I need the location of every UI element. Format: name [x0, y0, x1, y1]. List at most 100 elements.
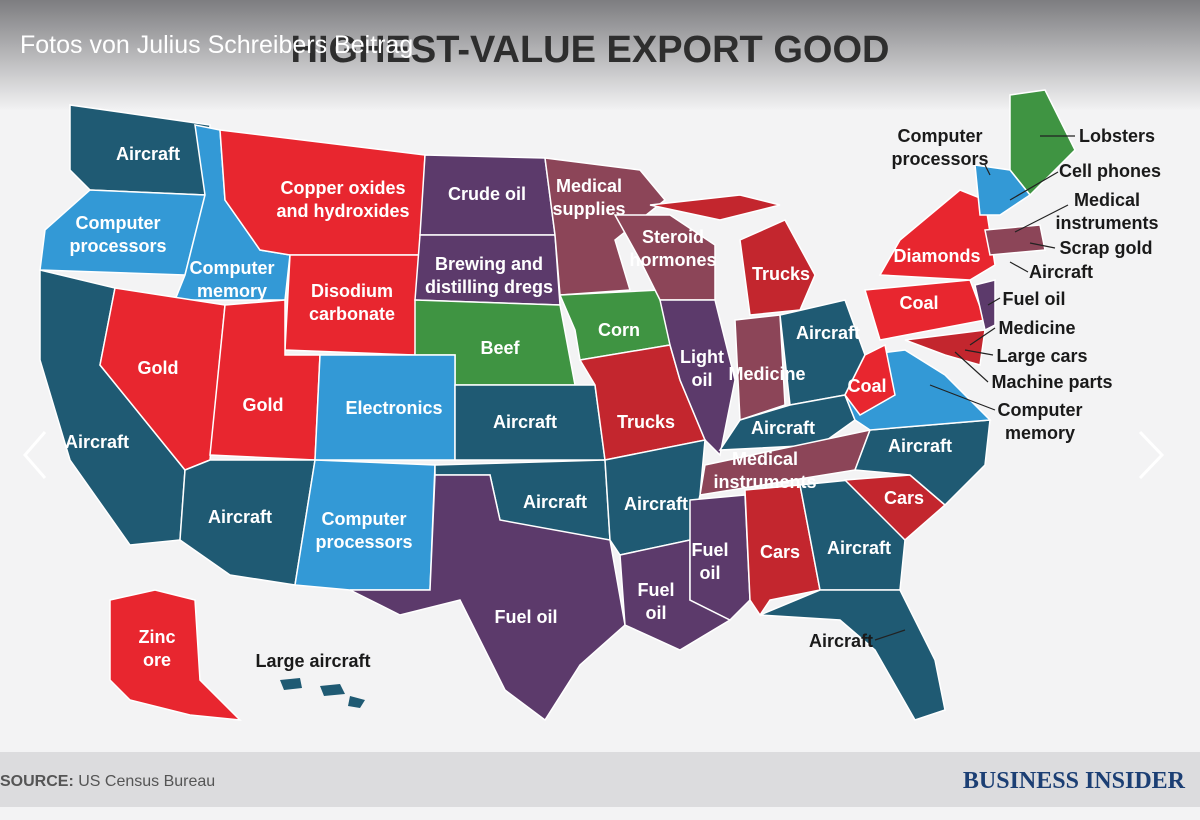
state-label: Medical [1074, 190, 1140, 210]
state-label: Trucks [617, 412, 675, 432]
state-label: Computer [998, 400, 1083, 420]
state-label: Aircraft [1029, 262, 1093, 282]
state-label: and hydroxides [276, 201, 409, 221]
state-label: Steroid [642, 227, 704, 247]
state [659, 299, 736, 457]
state-label: Lobsters [1079, 126, 1155, 146]
state [39, 189, 206, 276]
state-label: Large cars [996, 346, 1087, 366]
footer-band [0, 752, 1200, 807]
state-label: Cell phones [1059, 161, 1161, 181]
state [984, 224, 1046, 256]
state-label: hormones [629, 250, 716, 270]
state-label: instruments [713, 472, 816, 492]
state-label: ore [143, 650, 171, 670]
state-label: Disodium [311, 281, 393, 301]
chevrons [23, 430, 1165, 480]
state-label: Aircraft [208, 507, 272, 527]
state-label: supplies [552, 199, 625, 219]
state-label: Aircraft [827, 538, 891, 558]
state-label: Aircraft [493, 412, 557, 432]
state-label: Computer [190, 258, 275, 278]
state [739, 219, 816, 316]
state-label: Fuel [637, 580, 674, 600]
source-text: US Census Bureau [78, 773, 215, 790]
state-label: Medical [556, 176, 622, 196]
state-label: Aircraft [796, 323, 860, 343]
state-label: Light [680, 347, 724, 367]
state-label: Medical [732, 449, 798, 469]
state-label: Aircraft [751, 418, 815, 438]
state [280, 678, 302, 690]
state [799, 479, 906, 591]
state-label: instruments [1055, 213, 1158, 233]
caption: Fotos von Julius Schreibers Beitrag [20, 31, 413, 59]
state-label: Trucks [752, 264, 810, 284]
state-label: Large aircraft [255, 651, 370, 671]
state-label: Aircraft [65, 432, 129, 452]
state-label: Coal [847, 376, 886, 396]
state [544, 157, 667, 296]
state [1009, 89, 1076, 197]
state-label: Corn [598, 320, 640, 340]
state-label: Crude oil [448, 184, 526, 204]
state-label: Aircraft [888, 436, 952, 456]
state-label: Brewing and [435, 254, 543, 274]
brand: BUSINESS INSIDER [963, 768, 1186, 794]
state-label: Fuel oil [1003, 289, 1066, 309]
state [320, 684, 345, 696]
state-label: oil [700, 563, 721, 583]
title: HIGHEST-VALUE EXPORT GOOD [291, 29, 890, 71]
state-label: Cars [760, 542, 800, 562]
state [649, 194, 781, 221]
prev-button[interactable] [23, 431, 47, 479]
state-label: memory [1005, 423, 1075, 443]
state [974, 164, 1032, 216]
state-label: distilling dregs [425, 277, 553, 297]
state [904, 329, 986, 366]
next-button[interactable] [1138, 430, 1165, 480]
state-label: Aircraft [116, 144, 180, 164]
state [974, 279, 996, 332]
top-shade [0, 0, 1200, 110]
state-label: Aircraft [523, 492, 587, 512]
state-label: Aircraft [624, 494, 688, 514]
state-label: processors [69, 236, 166, 256]
state-label: Computer [322, 509, 407, 529]
state-label: Machine parts [991, 372, 1112, 392]
state-label: Coal [899, 293, 938, 313]
leader-lines [874, 135, 1075, 641]
states [39, 89, 1076, 722]
state-label: memory [197, 281, 267, 301]
state-label: Fuel oil [495, 607, 558, 627]
state-label: Medicine [998, 318, 1075, 338]
state [348, 696, 365, 708]
state-label: Computer [898, 126, 983, 146]
state-label: Zinc [138, 627, 175, 647]
state-label: Medicine [728, 364, 805, 384]
state [759, 589, 946, 721]
state-label: Cars [884, 488, 924, 508]
state [734, 314, 786, 422]
source-label: SOURCE: [0, 773, 74, 790]
state [844, 343, 896, 416]
source: SOURCE: US Census Bureau [0, 773, 215, 790]
state-label: Diamonds [893, 246, 980, 266]
state-label: carbonate [309, 304, 395, 324]
labels: Aircraft Computer processors Computer memory… [65, 126, 1161, 671]
state-label: Beef [480, 338, 520, 358]
state-label: Copper oxides [280, 178, 405, 198]
state-label: Aircraft [809, 631, 873, 651]
state-label: Scrap gold [1059, 238, 1152, 258]
state-label: Gold [243, 395, 284, 415]
state-label: processors [315, 532, 412, 552]
state-label: oil [692, 370, 713, 390]
state-label: Computer [76, 213, 161, 233]
state-label: Gold [138, 358, 179, 378]
state-label: oil [646, 603, 667, 623]
state-label: Electronics [345, 398, 442, 418]
state [689, 494, 751, 621]
state [109, 589, 243, 721]
